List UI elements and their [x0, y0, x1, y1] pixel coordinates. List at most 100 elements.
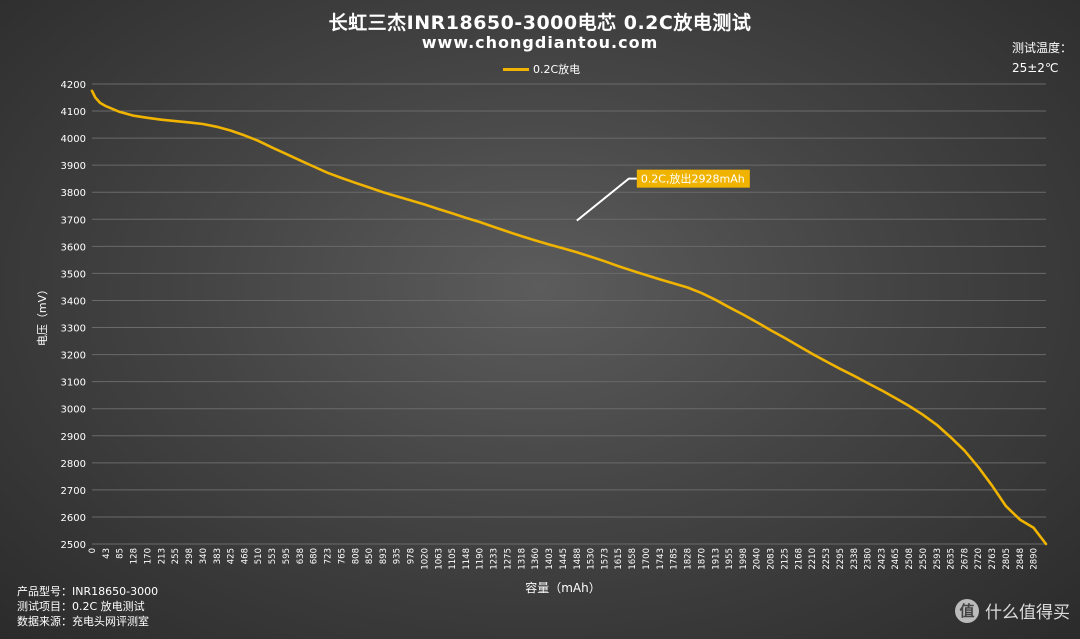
x-tick-label: 1403	[545, 548, 555, 570]
x-tick-label: 2678	[961, 548, 971, 570]
x-tick-label: 1530	[587, 548, 597, 570]
x-tick-label: 2210	[808, 548, 818, 570]
y-tick-label: 3800	[61, 188, 86, 199]
x-tick-label: 850	[365, 548, 375, 564]
x-tick-label: 723	[324, 548, 334, 564]
grid-lines	[92, 83, 1046, 545]
x-tick-label: 638	[296, 548, 306, 564]
x-tick-label: 2253	[822, 548, 832, 570]
x-tick-label: 1700	[642, 548, 652, 570]
y-tick-labels: 2500 2600 2700 2800 2900 3000 3100 3200 3300 3400…	[61, 80, 86, 551]
x-tick-label: 2720	[974, 548, 984, 570]
y-tick-label: 3400	[61, 296, 86, 307]
y-tick-label: 3700	[61, 215, 86, 226]
annotation-leader-line	[576, 177, 637, 222]
x-tick-label: 935	[393, 548, 403, 564]
x-tick-label: 2593	[933, 548, 943, 570]
x-tick-label: 425	[226, 548, 236, 564]
x-tick-label: 2040	[753, 548, 763, 570]
x-tick-label: 0	[88, 548, 98, 553]
x-tick-label: 1063	[434, 548, 444, 570]
x-axis-label: 容量（mAh）	[525, 580, 601, 595]
y-tick-label: 2900	[61, 432, 86, 443]
watermark: 值 什么值得买	[955, 598, 1070, 623]
y-tick-label: 3100	[61, 378, 86, 389]
chart-subtitle: www.chongdiantou.com	[421, 33, 659, 52]
annotation-box	[636, 169, 750, 188]
x-tick-label: 383	[213, 548, 223, 564]
x-tick-label: 1955	[725, 548, 735, 570]
x-tick-label: 1020	[420, 548, 430, 570]
series-line	[90, 89, 1048, 546]
x-tick-label: 1743	[656, 548, 666, 570]
annotation-layer: 0.2C,放出2928mAh	[576, 169, 750, 222]
x-tick-label: 893	[379, 548, 389, 564]
y-axis-label: 电压（mV）	[36, 284, 49, 346]
x-tick-label: 2125	[780, 548, 790, 570]
x-tick-label: 255	[171, 548, 181, 564]
x-tick-label: 808	[351, 548, 361, 564]
x-tick-label: 1233	[490, 548, 500, 570]
x-tick-label: 2508	[905, 548, 915, 570]
x-tick-label: 2890	[1030, 548, 1040, 570]
x-tick-label: 2380	[863, 548, 873, 570]
x-tick-label: 298	[185, 548, 195, 564]
x-tick-label: 1105	[448, 548, 458, 570]
x-tick-label: 510	[254, 548, 264, 564]
y-tick-label: 3200	[61, 351, 86, 362]
x-tick-label: 1658	[628, 548, 638, 570]
x-tick-label: 1445	[559, 548, 569, 570]
x-tick-label: 1488	[573, 548, 583, 570]
x-tick-label: 2550	[919, 548, 929, 570]
y-tick-label: 2700	[61, 486, 86, 497]
x-tick-label: 213	[157, 548, 167, 564]
x-tick-label: 1870	[697, 548, 707, 570]
x-tick-label: 2423	[877, 548, 887, 570]
watermark-text: 什么值得买	[985, 603, 1070, 623]
x-tick-label: 2465	[891, 548, 901, 570]
y-tick-label: 2800	[61, 459, 86, 470]
x-tick-label: 468	[240, 548, 250, 564]
y-tick-label: 3900	[61, 161, 86, 172]
x-tick-label: 1828	[684, 548, 694, 570]
test-temperature: 测试温度： 25±2℃	[1012, 38, 1072, 78]
x-tick-label: 553	[268, 548, 278, 564]
x-tick-label: 1318	[517, 548, 527, 570]
x-tick-label: 170	[143, 548, 153, 564]
x-tick-label: 85	[116, 548, 126, 559]
x-tick-label: 1998	[739, 548, 749, 570]
temperature-value: 25±2℃	[1011, 61, 1059, 75]
x-tick-labels: 0 43 85 128 170 213 255 298 340 383 425 468 510 553 59…	[88, 548, 1040, 570]
x-tick-label: 2083	[767, 548, 777, 570]
series-layer	[90, 89, 1048, 546]
x-tick-label: 2338	[850, 548, 860, 570]
annotation-label: 0.2C,放出2928mAh	[641, 172, 745, 186]
x-tick-label: 1615	[614, 548, 624, 570]
y-tick-label: 3000	[61, 405, 86, 416]
x-tick-label: 2635	[947, 548, 957, 570]
info-model: 产品型号：INR18650-3000	[17, 585, 159, 598]
info-source: 数据来源：充电头网评测室	[17, 615, 149, 628]
x-tick-label: 1913	[711, 548, 721, 570]
x-tick-label: 1360	[531, 548, 541, 570]
x-tick-label: 978	[407, 548, 417, 564]
x-tick-label: 1275	[503, 548, 513, 570]
x-tick-label: 765	[337, 548, 347, 564]
x-tick-label: 2805	[1002, 548, 1012, 570]
legend-swatch	[503, 67, 529, 71]
x-tick-label: 2763	[988, 548, 998, 570]
y-tick-label: 4100	[61, 107, 86, 118]
x-tick-label: 43	[102, 548, 112, 559]
y-tick-label: 2600	[61, 513, 86, 524]
x-tick-label: 1785	[670, 548, 680, 570]
test-info: 产品型号：INR18650-3000 测试项目：0.2C 放电测试 数据来源：充…	[17, 584, 158, 629]
x-tick-label: 680	[310, 548, 320, 564]
y-tick-label: 4000	[61, 134, 86, 145]
y-tick-label: 4200	[61, 80, 86, 91]
y-tick-label: 3500	[61, 269, 86, 280]
x-tick-label: 595	[282, 548, 292, 564]
x-tick-label: 2295	[836, 548, 846, 570]
x-tick-label: 2848	[1016, 548, 1026, 570]
